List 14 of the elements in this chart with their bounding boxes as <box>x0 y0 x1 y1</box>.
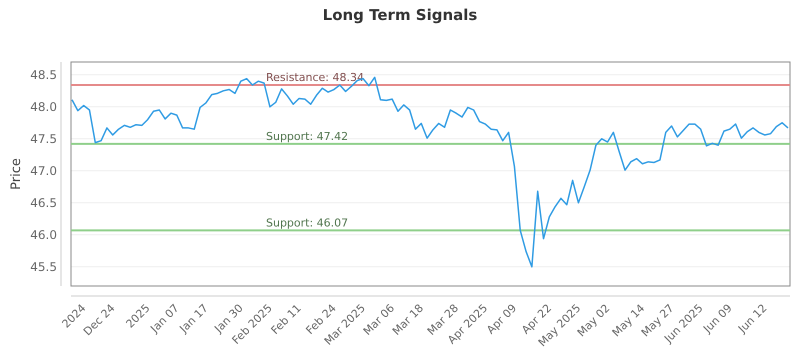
ref-line-label: Support: 46.07 <box>266 216 348 230</box>
x-tick-label: Jan 17 <box>176 302 211 336</box>
y-tick-label: 46.5 <box>30 196 57 210</box>
x-tick-label: Jun 12 <box>735 302 770 336</box>
y-tick-label: 46.0 <box>30 228 57 242</box>
y-tick-label: 45.5 <box>30 260 57 274</box>
ref-line-label: Resistance: 48.34 <box>266 71 364 84</box>
y-tick-label: 47.0 <box>30 164 57 178</box>
y-tick-label: 48.0 <box>30 100 57 114</box>
chart-title: Long Term Signals <box>322 6 478 24</box>
y-tick-label: 48.5 <box>30 68 57 82</box>
ref-line-label: Support: 47.42 <box>266 130 348 143</box>
y-axis-title: Price <box>9 158 24 190</box>
y-tick-label: 47.5 <box>30 132 57 146</box>
